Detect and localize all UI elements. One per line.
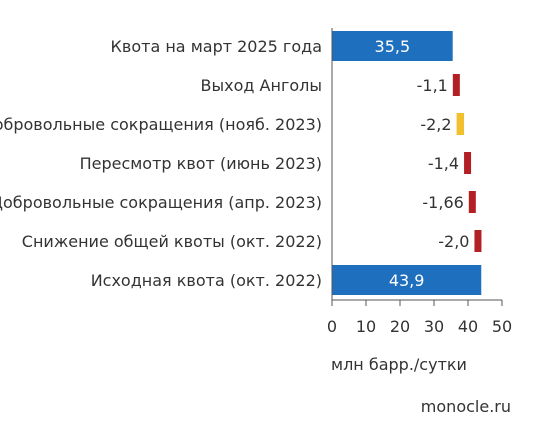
value-label: -1,66	[422, 193, 463, 212]
x-tick-label: 50	[492, 317, 512, 336]
category-label: Добровольные сокращения (нояб. 2023)	[0, 115, 322, 134]
bar-добровольные-сокращения-нояб-2023	[456, 113, 465, 135]
bar-квота-на-март-2025-года	[332, 31, 453, 61]
category-label: Добровольные сокращения (апр. 2023)	[0, 193, 322, 212]
value-label: -2,0	[438, 232, 469, 251]
bar-добровольные-сокращения-апр-2023	[468, 191, 476, 213]
category-labels-group: Квота на март 2025 года Выход Анголы Добро…	[0, 37, 322, 290]
bar-исходная-квота-окт-2022	[332, 265, 482, 295]
x-ticks-group: 0 10 20 30 40 50	[327, 300, 512, 336]
bar-снижение-общей-квоты-окт-2022	[474, 230, 482, 252]
value-labels-group: 35,5 -1,1 -2,2 -1,4 -1,66 -2,0 43,9	[375, 37, 470, 290]
x-tick-label: 30	[424, 317, 444, 336]
bar-выход-анголы	[452, 74, 460, 96]
value-label: 35,5	[375, 37, 411, 56]
x-tick-label: 20	[390, 317, 410, 336]
bars-group	[332, 31, 482, 295]
category-label: Квота на март 2025 года	[111, 37, 322, 56]
value-label: -2,2	[420, 115, 451, 134]
x-tick-label: 0	[327, 317, 337, 336]
value-label: 43,9	[389, 271, 425, 290]
value-label: -1,4	[428, 154, 459, 173]
x-axis-title: млн барр./сутки	[331, 355, 467, 374]
category-label: Исходная квота (окт. 2022)	[91, 271, 322, 290]
x-tick-label: 40	[458, 317, 478, 336]
value-label: -1,1	[417, 76, 448, 95]
category-label: Выход Анголы	[201, 76, 322, 95]
category-label: Пересмотр квот (июнь 2023)	[80, 154, 322, 173]
category-label: Снижение общей квоты (окт. 2022)	[22, 232, 322, 251]
x-tick-label: 10	[356, 317, 376, 336]
bar-пересмотр-квот-июнь-2023	[464, 152, 472, 174]
source-credit: monocle.ru	[420, 397, 511, 416]
